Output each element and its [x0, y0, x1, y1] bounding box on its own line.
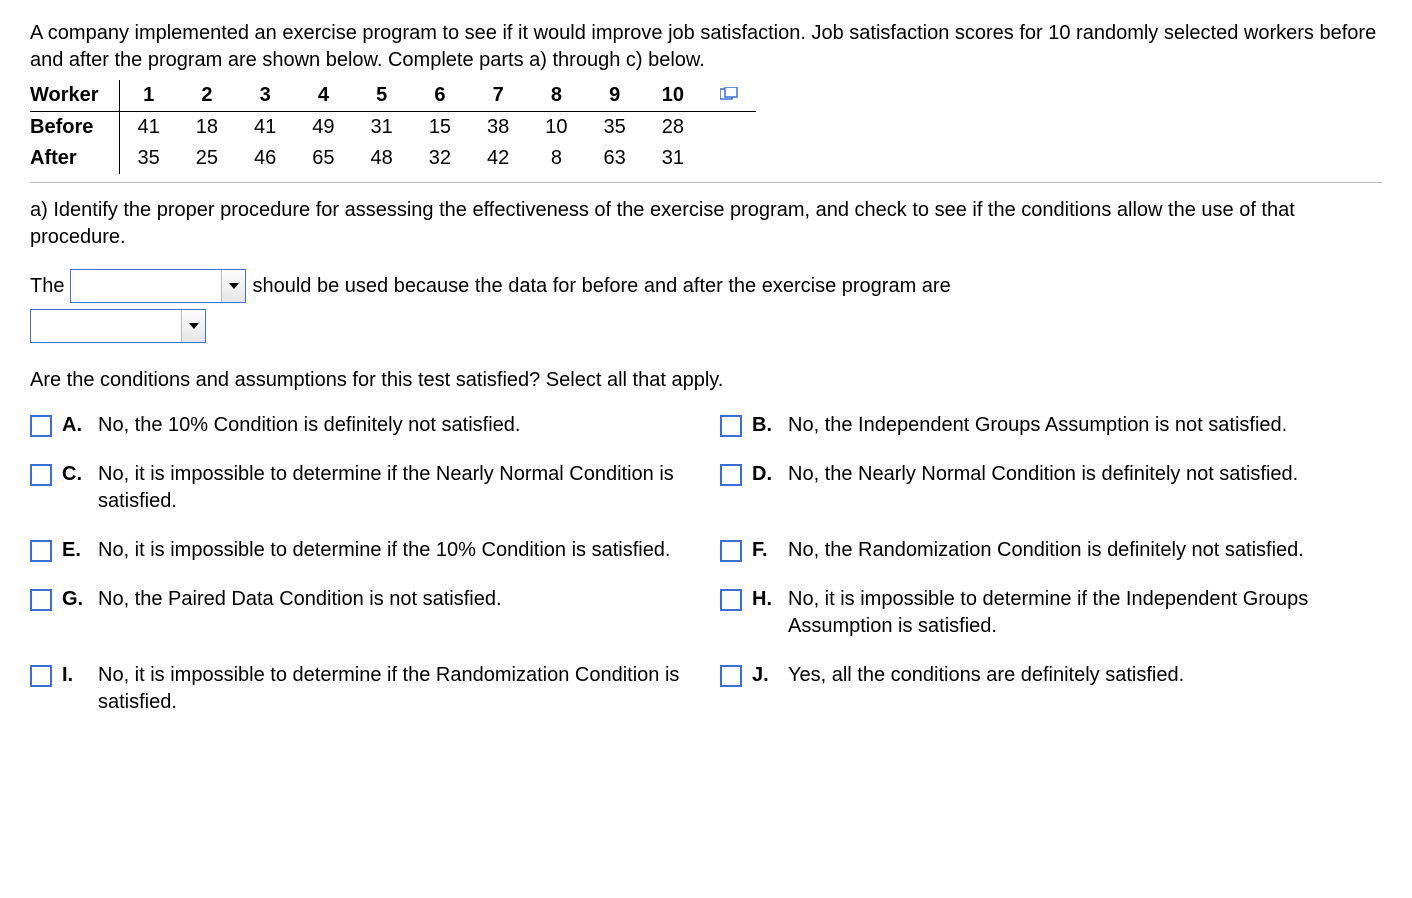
option-letter: D. [752, 461, 778, 488]
table-col-header: 6 [411, 80, 469, 112]
divider [30, 182, 1382, 183]
table-cell: 42 [469, 143, 527, 174]
table-cell: 65 [294, 143, 352, 174]
option-letter: E. [62, 537, 88, 564]
option-e: E. No, it is impossible to determine if t… [30, 537, 680, 564]
option-d: D. No, the Nearly Normal Condition is def… [720, 461, 1370, 515]
option-letter: G. [62, 586, 88, 613]
part-a-prompt: a) Identify the proper procedure for ass… [30, 197, 1382, 251]
table-row-label: After [30, 143, 119, 174]
table-cell: 63 [586, 143, 644, 174]
table-cell: 49 [294, 112, 352, 144]
option-text: No, it is impossible to determine if the… [98, 662, 680, 716]
table-cell: 32 [411, 143, 469, 174]
option-text: No, it is impossible to determine if the… [788, 586, 1370, 640]
option-f: F. No, the Randomization Condition is def… [720, 537, 1370, 564]
checkbox[interactable] [30, 464, 52, 486]
table-row-label: Before [30, 112, 119, 144]
chevron-down-icon [181, 310, 205, 342]
table-cell: 41 [236, 112, 294, 144]
table-cell: 28 [644, 112, 702, 144]
option-text: No, the Independent Groups Assumption is… [788, 412, 1370, 439]
table-cell: 35 [586, 112, 644, 144]
table-cell: 18 [178, 112, 236, 144]
table-col-header: 1 [119, 80, 178, 112]
option-text: No, the 10% Condition is definitely not … [98, 412, 680, 439]
checkbox[interactable] [720, 589, 742, 611]
table-cell: 25 [178, 143, 236, 174]
sentence-pre: The [30, 273, 64, 300]
option-a: A. No, the 10% Condition is definitely no… [30, 412, 680, 439]
table-col-header: 9 [586, 80, 644, 112]
table-col-header: 3 [236, 80, 294, 112]
checkbox[interactable] [720, 540, 742, 562]
option-letter: A. [62, 412, 88, 439]
table-cell: 8 [527, 143, 585, 174]
option-letter: F. [752, 537, 778, 564]
option-text: No, the Nearly Normal Condition is defin… [788, 461, 1370, 488]
table-col-header: 2 [178, 80, 236, 112]
option-j: J. Yes, all the conditions are definitely… [720, 662, 1370, 716]
table-cell: 15 [411, 112, 469, 144]
option-letter: H. [752, 586, 778, 613]
table-col-header: 8 [527, 80, 585, 112]
option-b: B. No, the Independent Groups Assumption … [720, 412, 1370, 439]
option-letter: I. [62, 662, 88, 689]
data-table: Worker12345678910 Before4118414931153810… [30, 80, 756, 174]
table-col-header: 7 [469, 80, 527, 112]
table-cell: 48 [353, 143, 411, 174]
option-text: Yes, all the conditions are definitely s… [788, 662, 1370, 689]
checkbox[interactable] [720, 415, 742, 437]
relation-dropdown[interactable] [30, 309, 206, 343]
checkbox[interactable] [30, 415, 52, 437]
sentence-mid: should be used because the data for befo… [252, 273, 950, 300]
checkbox[interactable] [720, 464, 742, 486]
option-h: H. No, it is impossible to determine if t… [720, 586, 1370, 640]
options-grid: A. No, the 10% Condition is definitely no… [30, 412, 1370, 716]
problem-intro: A company implemented an exercise progra… [30, 20, 1382, 74]
option-text: No, it is impossible to determine if the… [98, 461, 680, 515]
table-col-header: 5 [353, 80, 411, 112]
procedure-dropdown[interactable] [70, 269, 246, 303]
option-letter: J. [752, 662, 778, 689]
table-cell: 31 [644, 143, 702, 174]
option-text: No, it is impossible to determine if the… [98, 537, 680, 564]
fill-sentence: The should be used because the data for … [30, 269, 1382, 303]
table-col-header: 4 [294, 80, 352, 112]
table-cell: 46 [236, 143, 294, 174]
option-c: C. No, it is impossible to determine if t… [30, 461, 680, 515]
checkbox[interactable] [30, 589, 52, 611]
table-cell: 41 [119, 112, 178, 144]
option-text: No, the Randomization Condition is defin… [788, 537, 1370, 564]
table-cell: 31 [353, 112, 411, 144]
option-text: No, the Paired Data Condition is not sat… [98, 586, 680, 613]
checkbox[interactable] [30, 540, 52, 562]
table-cell: 35 [119, 143, 178, 174]
option-letter: B. [752, 412, 778, 439]
option-letter: C. [62, 461, 88, 488]
conditions-question: Are the conditions and assumptions for t… [30, 367, 1382, 394]
table-cell: 38 [469, 112, 527, 144]
option-i: I. No, it is impossible to determine if t… [30, 662, 680, 716]
popup-icon[interactable] [702, 80, 756, 112]
option-g: G. No, the Paired Data Condition is not s… [30, 586, 680, 640]
checkbox[interactable] [30, 665, 52, 687]
table-col-header: 10 [644, 80, 702, 112]
chevron-down-icon [221, 270, 245, 302]
table-header-label: Worker [30, 80, 119, 112]
table-cell: 10 [527, 112, 585, 144]
checkbox[interactable] [720, 665, 742, 687]
